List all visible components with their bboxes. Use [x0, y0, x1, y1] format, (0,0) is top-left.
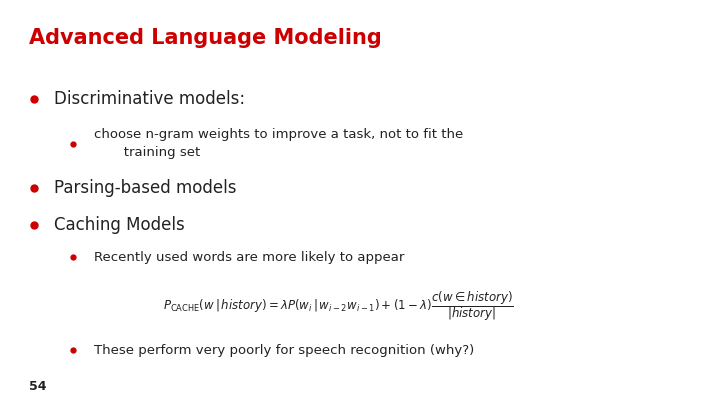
- Text: Discriminative models:: Discriminative models:: [54, 90, 245, 108]
- Text: choose n-gram weights to improve a task, not to fit the
       training set: choose n-gram weights to improve a task,…: [94, 128, 463, 159]
- Text: Recently used words are more likely to appear: Recently used words are more likely to a…: [94, 251, 404, 264]
- Text: Parsing-based models: Parsing-based models: [54, 179, 236, 197]
- Text: Advanced Language Modeling: Advanced Language Modeling: [29, 28, 382, 48]
- Text: These perform very poorly for speech recognition (why?): These perform very poorly for speech rec…: [94, 344, 474, 357]
- Text: $P_{\mathrm{CACHE}}(w\,|\,history) = \lambda P(w_i\,|\,w_{i-2}w_{i-1}) + (1-\lam: $P_{\mathrm{CACHE}}(w\,|\,history) = \la…: [163, 289, 513, 323]
- Text: 54: 54: [29, 380, 46, 393]
- Text: Caching Models: Caching Models: [54, 216, 185, 234]
